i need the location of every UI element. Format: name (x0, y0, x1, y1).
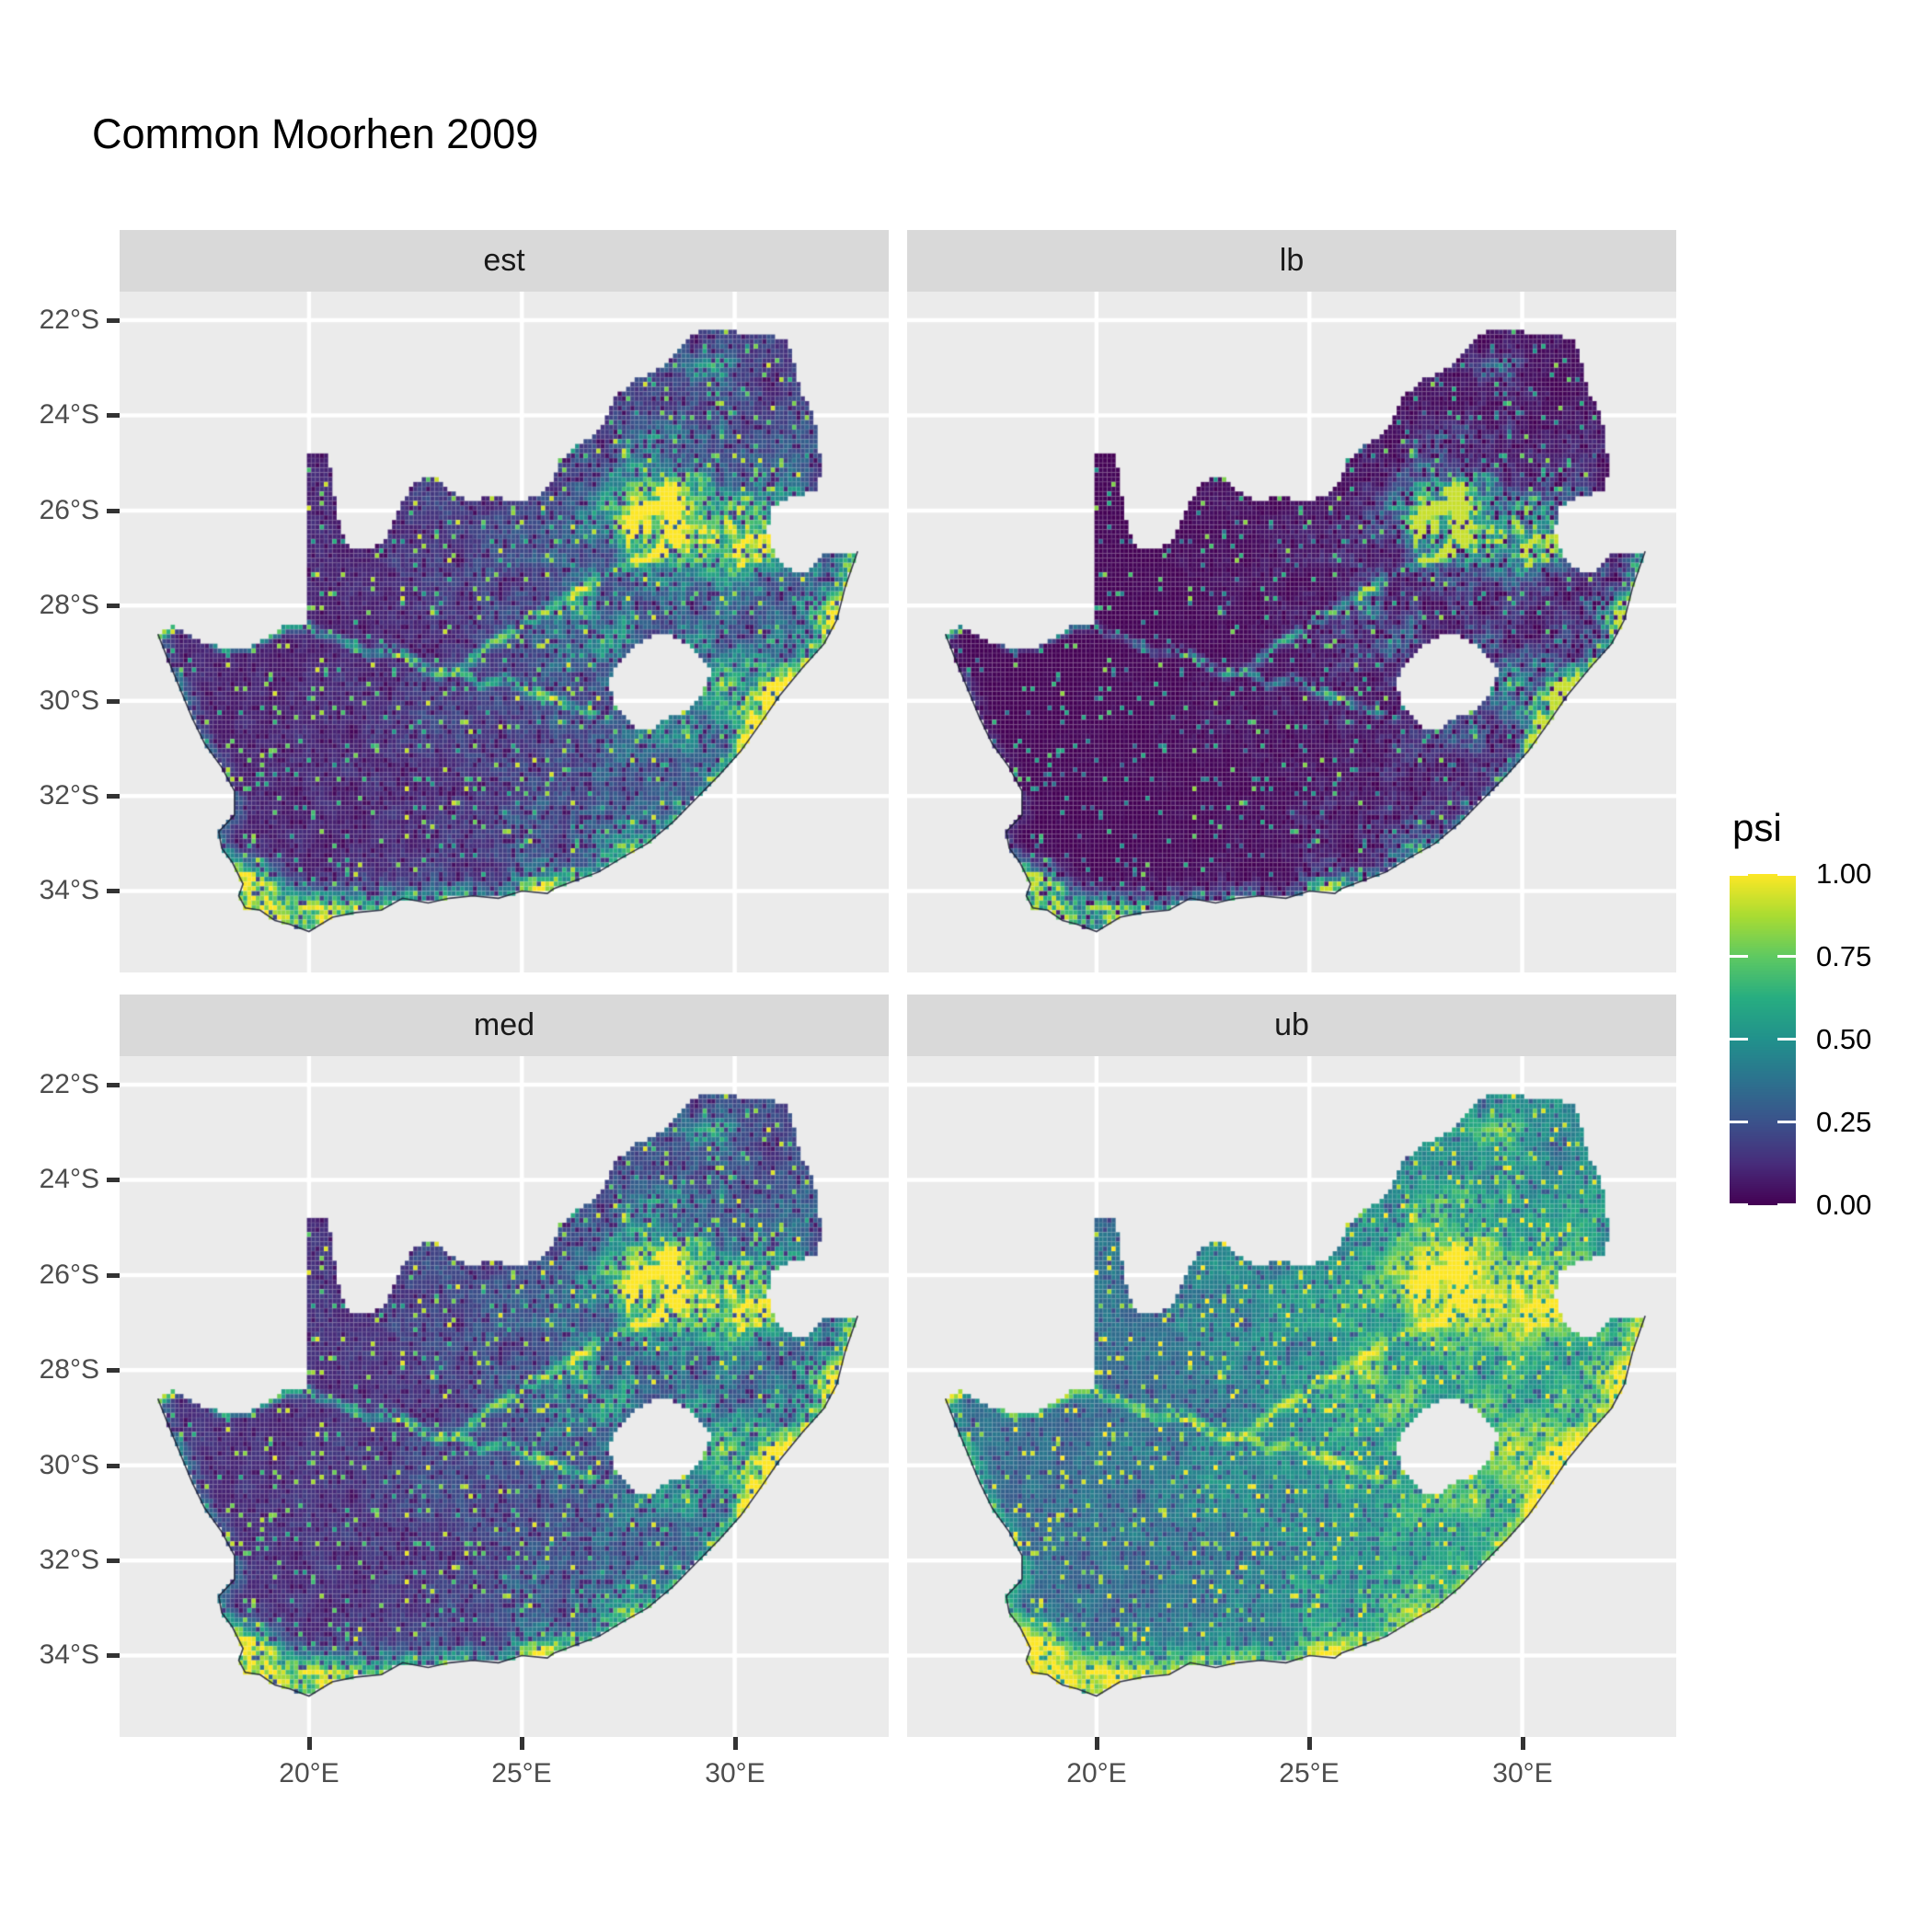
y-axis-label: 28°S (39, 1354, 99, 1385)
facet-strip-label: med (473, 1007, 535, 1042)
y-axis-tick (107, 1558, 120, 1563)
x-axis-label: 25°E (491, 1758, 552, 1788)
y-axis-label: 24°S (39, 399, 99, 430)
legend-tick-label: 0.50 (1816, 1023, 1872, 1055)
legend-tick-label: 0.00 (1816, 1189, 1872, 1221)
y-axis-label: 22°S (39, 1069, 99, 1099)
y-axis-tick (107, 604, 120, 608)
x-axis-label: 30°E (705, 1758, 765, 1788)
facet-strip-label: ub (1274, 1007, 1309, 1042)
y-axis-tick (107, 699, 120, 704)
plot-title: Common Moorhen 2009 (92, 110, 539, 157)
legend-title: psi (1732, 806, 1782, 849)
x-axis-label: 25°E (1279, 1758, 1340, 1788)
legend-tick (1730, 1038, 1748, 1041)
x-axis-tick (1095, 1737, 1099, 1750)
y-axis-tick (107, 889, 120, 893)
facet-panel-med (120, 1056, 889, 1737)
legend-tick (1777, 1038, 1796, 1041)
legend-tick (1777, 955, 1796, 958)
legend-tick-label: 1.00 (1816, 857, 1872, 890)
facet-strip-lb: lb (907, 230, 1676, 292)
legend-tick (1730, 1203, 1748, 1206)
y-axis-tick (107, 1273, 120, 1278)
facet-strip-est: est (120, 230, 889, 292)
y-axis-tick (107, 318, 120, 323)
facet-strip-med: med (120, 995, 889, 1056)
y-axis-label: 30°S (39, 1450, 99, 1480)
x-axis-label: 20°E (1066, 1758, 1127, 1788)
y-axis-tick (107, 1653, 120, 1658)
y-axis-tick (107, 413, 120, 418)
facet-strip-ub: ub (907, 995, 1676, 1056)
y-axis-label: 22°S (39, 305, 99, 335)
facet-panel-est (120, 292, 889, 972)
map-canvas-med (120, 1056, 889, 1737)
y-axis-tick (107, 1464, 120, 1468)
y-axis-label: 26°S (39, 495, 99, 525)
map-canvas-lb (907, 292, 1676, 972)
x-axis-tick (520, 1737, 524, 1750)
x-axis-tick (1307, 1737, 1312, 1750)
legend-tick (1777, 873, 1796, 876)
facet-panel-ub (907, 1056, 1676, 1737)
legend-tick-label: 0.25 (1816, 1106, 1872, 1138)
facet-strip-label: est (483, 243, 525, 278)
y-axis-label: 30°S (39, 685, 99, 716)
y-axis-tick (107, 1368, 120, 1373)
y-axis-tick (107, 509, 120, 513)
y-axis-tick (107, 794, 120, 799)
legend-tick (1777, 1203, 1796, 1206)
legend-tick (1777, 1121, 1796, 1123)
x-axis-tick (1521, 1737, 1525, 1750)
y-axis-tick (107, 1083, 120, 1087)
y-axis-label: 34°S (39, 1639, 99, 1670)
facet-strip-label: lb (1279, 243, 1305, 278)
x-axis-label: 20°E (279, 1758, 339, 1788)
legend-tick (1730, 873, 1748, 876)
map-canvas-ub (907, 1056, 1676, 1737)
legend-tick (1730, 1121, 1748, 1123)
y-axis-label: 28°S (39, 590, 99, 620)
x-axis-tick (307, 1737, 312, 1750)
y-axis-tick (107, 1178, 120, 1182)
map-canvas-est (120, 292, 889, 972)
y-axis-label: 34°S (39, 875, 99, 905)
legend-tick (1730, 955, 1748, 958)
y-axis-label: 32°S (39, 1545, 99, 1575)
y-axis-label: 24°S (39, 1164, 99, 1194)
y-axis-label: 32°S (39, 780, 99, 811)
x-axis-label: 30°E (1492, 1758, 1553, 1788)
facet-panel-lb (907, 292, 1676, 972)
y-axis-label: 26°S (39, 1259, 99, 1290)
legend-tick-label: 0.75 (1816, 940, 1872, 972)
x-axis-tick (733, 1737, 738, 1750)
